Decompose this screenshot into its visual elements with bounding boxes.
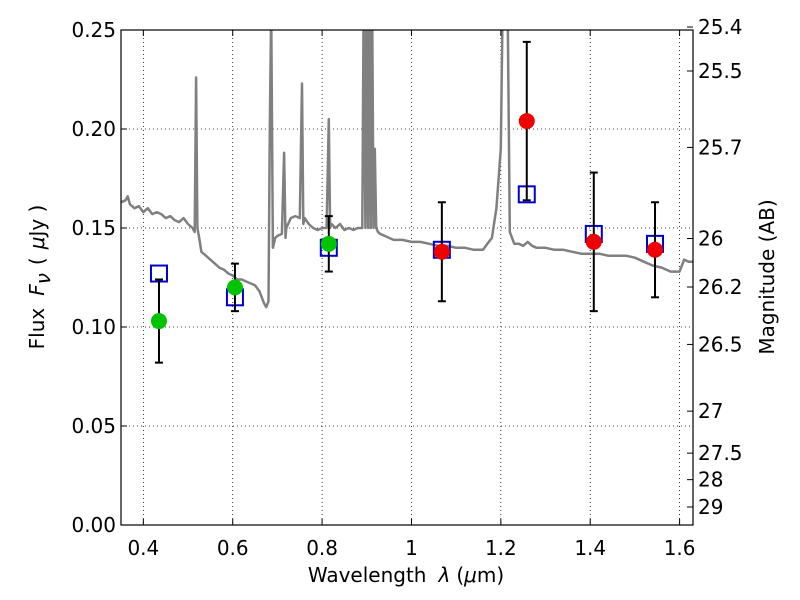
y-tick-label: 0.15 [71, 216, 116, 240]
observed-flux-point [647, 241, 664, 258]
mag-tick-label: 26.2 [698, 275, 743, 299]
observed-flux-point [226, 279, 243, 296]
observed-flux-point [585, 233, 602, 250]
mag-tick-label: 27.5 [698, 441, 743, 465]
x-tick-label: 1 [405, 536, 418, 560]
sed-model-line [121, 30, 693, 309]
x-tick-label: 0.8 [306, 536, 338, 560]
mag-tick-label: 26.5 [698, 332, 743, 356]
mag-tick-label: 29 [698, 495, 723, 519]
y-axis-label: FluxFν(μJy ) [25, 205, 55, 350]
mag-tick-label: 28 [698, 468, 723, 492]
y-tick-label: 0.10 [71, 315, 116, 339]
observed-flux-point [518, 113, 535, 130]
x-axis-label: Wavelength λ (μm) [308, 563, 504, 587]
observed-flux-point [150, 313, 167, 330]
observed-flux-point [433, 243, 450, 260]
mag-tick-label: 25.4 [698, 15, 743, 39]
x-tick-label: 1.2 [485, 536, 517, 560]
y-tick-label: 0.00 [71, 513, 116, 537]
mag-tick-label: 25.7 [698, 135, 743, 159]
mag-tick-label: 25.5 [698, 59, 743, 83]
x-tick-label: 1.6 [664, 536, 696, 560]
mag-tick-label: 27 [698, 399, 723, 423]
x-tick-label: 0.6 [217, 536, 249, 560]
x-tick-label: 1.4 [574, 536, 606, 560]
y-tick-label: 0.20 [71, 117, 116, 141]
observed-flux-point [320, 235, 337, 252]
mag-tick-label: 26 [698, 226, 723, 250]
plot-frame [120, 29, 694, 526]
y-tick-label: 0.05 [71, 414, 116, 438]
y-axis-right-label: Magnitude (AB) [755, 199, 779, 354]
x-tick-label: 0.4 [127, 536, 159, 560]
y-tick-label: 0.25 [71, 18, 116, 42]
